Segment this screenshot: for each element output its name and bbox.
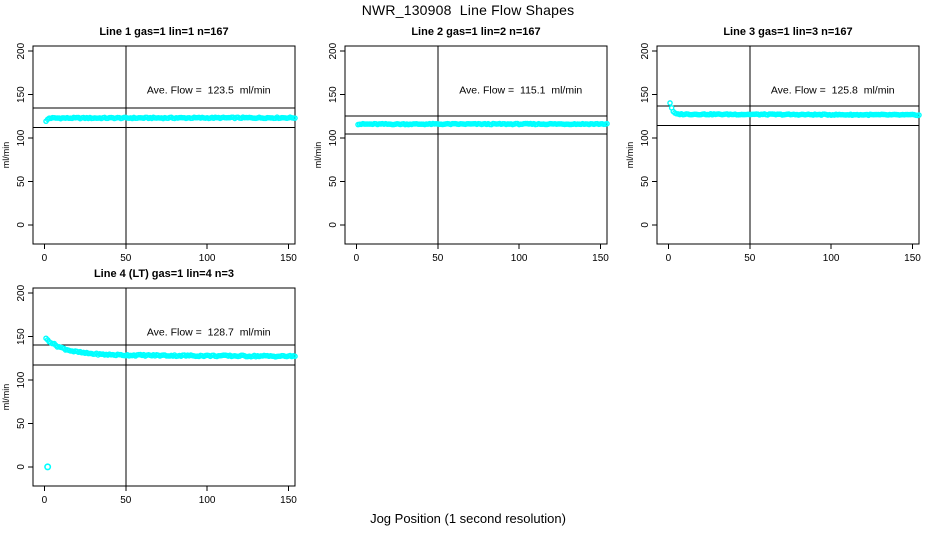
x-tick-label: 50 (432, 253, 444, 264)
plot-box (32, 287, 296, 487)
plot-box (656, 45, 920, 245)
ave-flow-label: Ave. Flow = 128.7 ml/min (147, 326, 271, 338)
y-tick-label: 50 (640, 175, 651, 187)
figure-title: NWR_130908 Line Flow Shapes (361, 2, 575, 18)
y-tick-label: 100 (16, 129, 27, 146)
data-point (292, 353, 298, 360)
panel-line-2: Line 2 gas=1 lin=2 n=167 0 50 100 150 0 50 100 1… (313, 26, 610, 264)
y-tick-label: 150 (328, 86, 339, 103)
x-tick-label: 100 (511, 253, 528, 264)
panel-title: Line 2 gas=1 lin=2 n=167 (411, 26, 540, 38)
x-tick-label: 50 (120, 495, 132, 506)
y-tick-label: 50 (16, 417, 27, 429)
plot-box (32, 45, 296, 245)
x-tick-label: 0 (42, 495, 48, 506)
y-tick-label: 100 (328, 129, 339, 146)
y-axis-title: ml/min (1, 384, 11, 411)
panel-title: Line 1 gas=1 lin=1 n=167 (99, 26, 228, 38)
y-tick-label: 50 (328, 175, 339, 187)
x-tick-label: 150 (280, 253, 297, 264)
ave-flow-label: Ave. Flow = 125.8 ml/min (771, 84, 895, 96)
x-tick-label: 150 (592, 253, 609, 264)
y-tick-label: 0 (16, 464, 27, 470)
panel-line-1: Line 1 gas=1 lin=1 n=167 0 50 100 150 0 50 100 1… (1, 26, 298, 264)
y-tick-label: 200 (328, 42, 339, 59)
y-tick-label: 200 (16, 42, 27, 59)
data-point (916, 112, 922, 118)
y-axis-title: ml/min (313, 142, 323, 169)
x-tick-label: 150 (280, 495, 297, 506)
y-tick-label: 0 (328, 222, 339, 228)
x-tick-label: 50 (744, 253, 756, 264)
y-tick-label: 150 (16, 86, 27, 103)
x-tick-label: 0 (666, 253, 672, 264)
plot-box (344, 45, 608, 245)
panel-title: Line 3 gas=1 lin=3 n=167 (723, 26, 852, 38)
panel-line-4-lt: Line 4 (LT) gas=1 lin=4 n=3 0 50 100 150 0 50 1… (1, 268, 298, 506)
x-tick-label: 100 (199, 495, 216, 506)
y-tick-label: 200 (640, 42, 651, 59)
data-points (667, 100, 922, 119)
data-point (604, 120, 610, 127)
y-tick-label: 50 (16, 175, 27, 187)
panel-line-3: Line 3 gas=1 lin=3 n=167 0 50 100 150 0 50 100 1… (625, 26, 922, 264)
y-tick-label: 100 (16, 371, 27, 388)
y-tick-label: 0 (640, 222, 651, 228)
y-axis-title: ml/min (1, 142, 11, 169)
ave-flow-label: Ave. Flow = 115.1 ml/min (459, 84, 582, 96)
data-point (292, 115, 298, 121)
y-axis-title: ml/min (625, 142, 635, 169)
data-points (43, 114, 298, 125)
data-point (667, 100, 673, 106)
y-tick-label: 200 (16, 284, 27, 301)
panel-title: Line 4 (LT) gas=1 lin=4 n=3 (94, 268, 234, 280)
x-axis-title: Jog Position (1 second resolution) (370, 511, 566, 526)
x-tick-label: 0 (42, 253, 48, 264)
y-tick-label: 150 (16, 328, 27, 345)
x-tick-label: 50 (120, 253, 132, 264)
ave-flow-label: Ave. Flow = 123.5 ml/min (147, 84, 271, 96)
y-tick-label: 100 (640, 129, 651, 146)
y-tick-label: 150 (640, 86, 651, 103)
x-tick-label: 100 (199, 253, 216, 264)
y-tick-label: 0 (16, 222, 27, 228)
x-tick-label: 150 (904, 253, 921, 264)
data-points (355, 120, 610, 128)
data-points (43, 335, 298, 360)
outlier-point (44, 463, 52, 471)
x-tick-label: 0 (354, 253, 360, 264)
x-tick-label: 100 (823, 253, 840, 264)
